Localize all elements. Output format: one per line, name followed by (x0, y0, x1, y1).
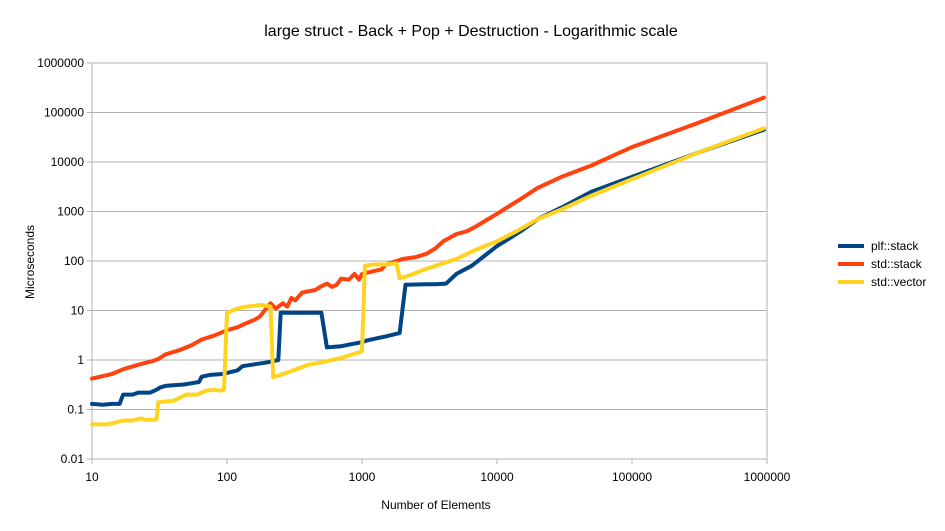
gridlines (92, 62, 767, 460)
y-tick-label: 10 (71, 304, 85, 318)
chart-title: large struct - Back + Pop + Destruction … (264, 23, 678, 40)
y-tick-label: 1 (77, 353, 84, 367)
x-tick-label: 10000 (480, 470, 514, 484)
x-axis-title: Number of Elements (381, 498, 490, 512)
axes: 0.01 0.1 1 10 100 1000 10000 100000 1000000 10 100… (37, 56, 790, 484)
y-axis-title: Microseconds (23, 225, 37, 299)
y-tick-label: 0.01 (61, 452, 85, 466)
y-tick-label: 0.1 (67, 403, 84, 417)
series-line-std-vector (90, 126, 766, 427)
series-line-std-stack (90, 95, 766, 381)
y-tick-label: 1000000 (37, 56, 84, 70)
x-tick-label: 100000 (612, 470, 652, 484)
x-tick-label: 1000 (349, 470, 376, 484)
x-tick-label: 10 (85, 470, 99, 484)
series-lines (90, 95, 766, 427)
y-tick-label: 1000 (57, 205, 84, 219)
legend-label: std::stack (871, 257, 923, 271)
y-tick-label: 100000 (44, 106, 84, 120)
y-tick-label: 10000 (51, 155, 85, 169)
series-line-plf-stack (90, 127, 766, 407)
x-tick-label: 100 (217, 470, 237, 484)
legend-label: std::vector (871, 275, 926, 289)
legend-label: plf::stack (871, 239, 919, 253)
x-tick-label: 1000000 (744, 470, 791, 484)
y-tick-label: 100 (64, 254, 84, 268)
